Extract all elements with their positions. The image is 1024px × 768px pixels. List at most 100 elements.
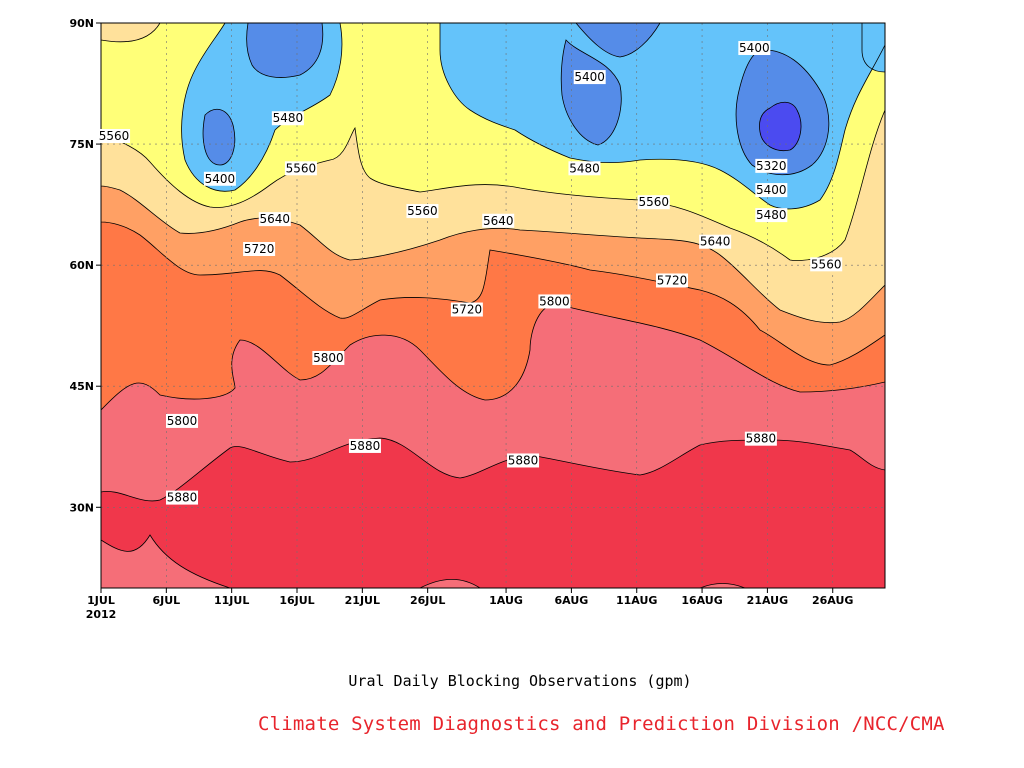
contour-line <box>181 23 343 192</box>
contour-line <box>101 23 885 366</box>
contour-label-bg <box>538 294 571 309</box>
contour-labels: 5560 5400 5480 5560 5640 5720 5560 5640 5720 5800… <box>98 41 843 505</box>
contour-label: 5880 <box>167 491 198 505</box>
contour-label: 5480 <box>569 161 600 175</box>
contour-label: 5880 <box>746 432 777 446</box>
contour-label-bg <box>507 453 540 468</box>
contour-label-bg <box>637 195 670 210</box>
contour-label-bg <box>203 171 236 186</box>
contour-label-bg <box>755 183 788 198</box>
contour-label: 5400 <box>739 41 770 55</box>
contour-label: 5640 <box>260 212 291 226</box>
contour-line <box>439 23 885 210</box>
contour-fills <box>101 23 885 588</box>
x-tick-label: 6AUG <box>555 594 589 607</box>
contour-label-bg <box>450 302 483 317</box>
contour-label: 5560 <box>99 129 130 143</box>
y-axis: 30N 45N 60N 75N 90N <box>69 17 101 514</box>
chart-title: Ural Daily Blocking Observations (gpm) <box>348 672 692 690</box>
contour-label-bg <box>755 158 788 173</box>
fill-5320-5400-d <box>576 23 660 57</box>
contour-label-bg <box>348 438 381 453</box>
contour-label-bg <box>744 431 777 446</box>
fill-lt5320 <box>759 102 801 151</box>
x-tick-label: 11JUL <box>214 594 249 607</box>
contour-line <box>101 23 885 324</box>
contour-label: 5720 <box>657 273 688 287</box>
fill-nw-corner <box>101 23 160 42</box>
contour-line <box>246 23 324 78</box>
contour-label-bg <box>482 213 515 228</box>
y-tick-label: 60N <box>69 259 94 272</box>
x-tick-label: 21AUG <box>747 594 788 607</box>
contour-label: 5880 <box>508 453 539 467</box>
x-tick-label: 16JUL <box>279 594 314 607</box>
x-tick-label: 6JUL <box>152 594 180 607</box>
contour-label: 5320 <box>756 159 787 173</box>
y-tick-label: 30N <box>69 501 94 514</box>
contour-label: 5400 <box>574 70 605 84</box>
x-tick-label: 21JUL <box>345 594 380 607</box>
fill-5320-5400-a <box>246 23 323 78</box>
contour-label: 5560 <box>407 204 438 218</box>
contour-label-bg <box>166 413 199 428</box>
contour-label-bg <box>406 204 439 219</box>
contour-label: 5480 <box>756 208 787 222</box>
contour-label: 5880 <box>350 439 381 453</box>
plot-frame <box>100 22 886 589</box>
contour-line <box>560 39 622 146</box>
contour-label-bg <box>258 212 291 227</box>
contour-label: 5560 <box>286 161 317 175</box>
contour-line <box>101 23 885 261</box>
contour-line <box>101 534 231 588</box>
contour-label-bg <box>810 257 843 272</box>
contour-label: 5400 <box>756 183 787 197</box>
y-tick-label: 45N <box>69 380 94 393</box>
y-tick-label: 90N <box>69 17 94 30</box>
contour-label: 5400 <box>205 172 236 186</box>
contour-label-bg <box>568 161 601 176</box>
contour-label: 5640 <box>483 214 514 228</box>
contour-label-bg <box>166 490 199 505</box>
contour-label: 5800 <box>313 351 344 365</box>
contour-lines <box>101 23 885 588</box>
contour-line <box>101 23 885 411</box>
x-tick-label: 16AUG <box>681 594 722 607</box>
x-tick-label: 26JUL <box>410 594 445 607</box>
contour-line <box>759 101 802 152</box>
x-tick-label: 1AUG <box>489 594 523 607</box>
credit-line: Climate System Diagnostics and Predictio… <box>258 713 945 735</box>
contour-label: 5560 <box>638 195 669 209</box>
contour-label: 5800 <box>539 294 570 308</box>
grid-lines <box>101 23 885 588</box>
fill-5800-5880-south <box>101 535 230 588</box>
contour-label-bg <box>312 350 345 365</box>
x-tick-label: 26AUG <box>812 594 853 607</box>
contour-line <box>575 23 661 58</box>
contour-line <box>735 49 830 176</box>
fill-5320-5400-c <box>561 40 622 145</box>
contour-label: 5720 <box>452 303 483 317</box>
contour-label-bg <box>284 161 317 176</box>
x-tick-label: 1JUL <box>87 594 115 607</box>
contour-label: 5560 <box>811 257 842 271</box>
contour-label: 5800 <box>167 414 198 428</box>
fill-ne-corner <box>862 23 885 72</box>
contour-label-bg <box>738 41 771 56</box>
fill-5320-5400-b <box>203 109 235 165</box>
contour-line <box>101 23 161 43</box>
contour-label-bg <box>271 111 304 126</box>
x-axis: 1JUL 6JUL 11JUL 16JUL 21JUL 26JUL 1AUG 6AUG 11AU… <box>86 588 853 621</box>
contour-label-bg <box>656 273 689 288</box>
contour-label-bg <box>243 242 276 256</box>
contour-label: 5720 <box>244 242 275 256</box>
y-tick-label: 75N <box>69 138 94 151</box>
contour-label-bg <box>755 208 788 223</box>
contour-label-bg <box>98 129 131 143</box>
contour-label-bg <box>573 70 606 85</box>
x-year-label: 2012 <box>86 608 117 621</box>
contour-label: 5480 <box>273 111 304 125</box>
contour-label-bg <box>699 234 732 249</box>
x-tick-label: 11AUG <box>616 594 657 607</box>
